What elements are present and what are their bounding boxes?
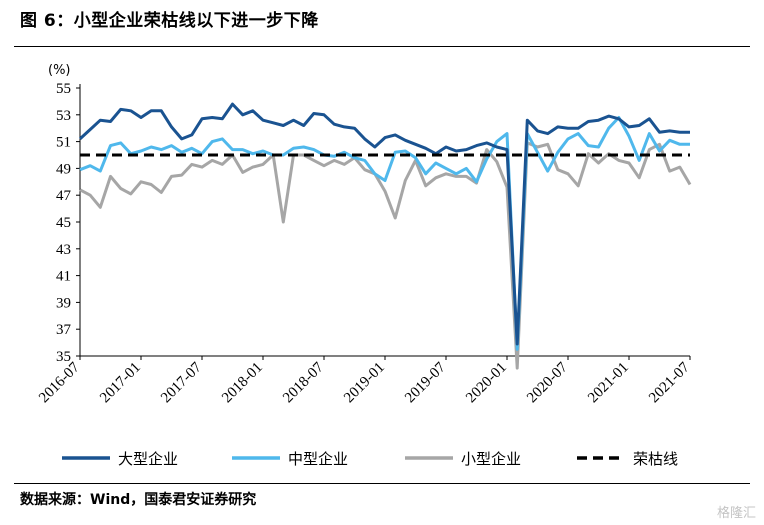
x-tick-label: 2018-07 (280, 359, 327, 406)
x-tick-label: 2020-01 (463, 360, 510, 407)
y-tick-label: 35 (56, 349, 71, 365)
x-tick-label: 2021-01 (585, 360, 632, 407)
chart-title: 图 6：小型企业荣枯线以下进一步下降 (20, 11, 319, 31)
y-tick-label: 37 (56, 322, 72, 338)
y-tick-label: 51 (56, 135, 71, 151)
bottom-divider (14, 483, 750, 484)
legend-label-threshold: 荣枯线 (633, 450, 678, 468)
y-tick-label: 41 (56, 269, 71, 285)
series-lines (78, 102, 692, 370)
legend-label-large: 大型企业 (118, 450, 178, 468)
y-tick-label: 55 (56, 81, 71, 97)
series-line-small (79, 141, 692, 370)
x-tick-label: 2020-07 (524, 359, 571, 406)
y-tick-label: 39 (56, 295, 71, 311)
y-tick-label: 49 (56, 161, 71, 177)
y-axis-ticks: 35 37 39 41 43 45 47 49 51 53 55 (56, 81, 80, 365)
watermark-logo: 格隆汇 (716, 506, 756, 521)
x-tick-label: 2017-01 (97, 360, 144, 407)
x-tick-label: 2016-07 (36, 359, 83, 406)
y-tick-label: 45 (56, 215, 71, 231)
series-line-large (78, 102, 690, 346)
y-tick-label: 43 (56, 242, 71, 258)
series-line-medium (79, 116, 690, 351)
x-tick-label: 2019-07 (402, 359, 449, 406)
top-divider (14, 46, 750, 47)
x-axis-ticks: 2016-07 2017-01 2017-07 2018-01 2018-07 2019-… (36, 356, 693, 406)
y-tick-label: 47 (56, 188, 72, 204)
legend-label-medium: 中型企业 (288, 450, 348, 468)
source-note: 数据来源：Wind，国泰君安证券研究 (20, 492, 257, 508)
x-tick-label: 2017-07 (158, 359, 205, 406)
legend-label-small: 小型企业 (461, 450, 521, 468)
y-axis-unit-label: (%) (48, 63, 71, 78)
x-tick-label: 2019-01 (341, 360, 388, 407)
y-tick-label: 53 (56, 108, 71, 124)
chart-legend: 大型企业 中型企业 小型企业 荣枯线 (62, 450, 678, 468)
line-chart: (%) 35 37 39 41 43 45 47 49 51 53 55 2016-07 2017-0… (36, 63, 693, 468)
x-tick-label: 2018-01 (219, 360, 266, 407)
x-tick-label: 2021-07 (646, 359, 693, 406)
